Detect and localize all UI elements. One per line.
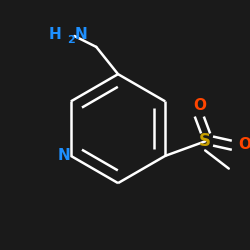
Text: H: H <box>49 27 62 42</box>
Text: N: N <box>57 148 70 163</box>
Text: 2: 2 <box>67 35 75 45</box>
Text: S: S <box>199 132 211 150</box>
Text: N: N <box>74 27 87 42</box>
Text: O: O <box>193 98 206 112</box>
Text: O: O <box>238 138 250 152</box>
